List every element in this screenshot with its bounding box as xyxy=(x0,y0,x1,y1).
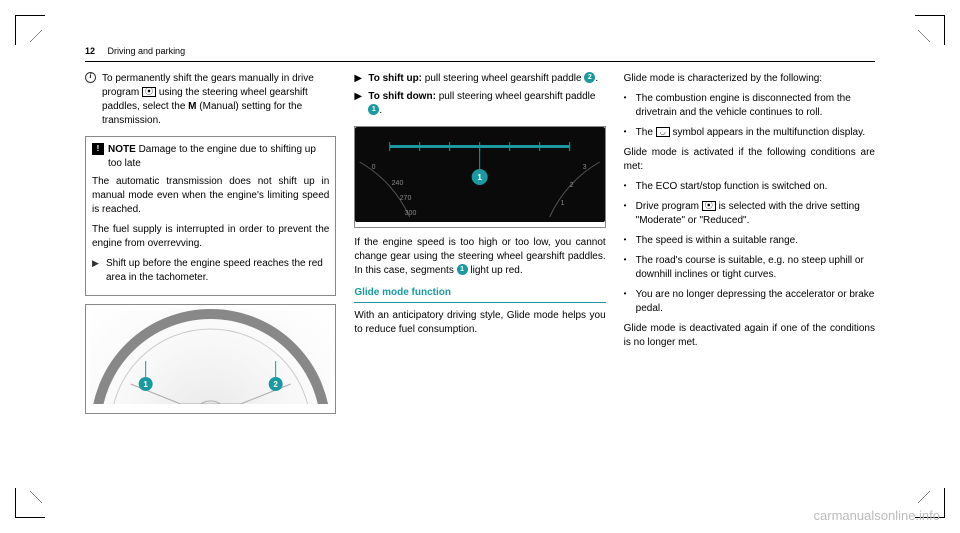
svg-text:1: 1 xyxy=(143,380,148,389)
bullet-icon: • xyxy=(624,234,628,248)
note-header: ! NOTE Damage to the engine due to shift… xyxy=(92,143,329,171)
section-title: Driving and parking xyxy=(108,46,186,56)
corner-diag-bl xyxy=(30,491,42,503)
drive-program-icon: ⦿ xyxy=(702,201,716,211)
dashboard-svg: 0 240 270 300 3 2 1 1 xyxy=(355,127,604,222)
bullet-icon: • xyxy=(624,200,628,228)
cond-2: • Drive program ⦿ is selected with the d… xyxy=(624,200,875,228)
glide-intro: With an anticipatory driving style, Glid… xyxy=(354,309,605,337)
glide-symbol-icon: ◡ xyxy=(656,127,670,137)
bullet-icon: • xyxy=(624,126,628,140)
corner-diag-br xyxy=(918,491,930,503)
warning-icon: ! xyxy=(92,143,104,155)
note-action-text: Shift up before the engine speed reaches… xyxy=(106,257,329,285)
steering-wheel-svg: 1 2 xyxy=(90,309,331,404)
cond-4-text: The road's course is suitable, e.g. no s… xyxy=(636,254,875,282)
bullet-icon: • xyxy=(624,180,628,194)
shift-up-text: To shift up: pull steering wheel gearshi… xyxy=(368,72,598,86)
svg-text:1: 1 xyxy=(478,173,483,182)
cond-1: • The ECO start/stop function is switche… xyxy=(624,180,875,194)
callout-2-icon: 2 xyxy=(584,72,595,83)
cond-3: • The speed is within a suitable range. xyxy=(624,234,875,248)
drive-program-icon: ⦿ xyxy=(142,87,156,97)
bullet-1-text: The combustion engine is disconnected fr… xyxy=(636,92,875,120)
svg-text:300: 300 xyxy=(405,210,417,217)
glide-deact: Glide mode is deactivated again if one o… xyxy=(624,322,875,350)
svg-text:2: 2 xyxy=(570,182,574,189)
bullet-2-text: The ◡ symbol appears in the multifunctio… xyxy=(636,126,866,140)
column-1: i To permanently shift the gears manuall… xyxy=(85,72,336,422)
info-text: To permanently shift the gears manually … xyxy=(102,72,336,128)
action-arrow-icon: ▶ xyxy=(354,90,362,118)
svg-text:1: 1 xyxy=(561,200,565,207)
shift-down-row: ▶ To shift down: pull steering wheel gea… xyxy=(354,90,605,118)
callout-1-icon: 1 xyxy=(457,264,468,275)
glide-mode-heading: Glide mode function xyxy=(354,286,605,303)
note-label: NOTE xyxy=(108,144,136,155)
shift-down-text: To shift down: pull steering wheel gears… xyxy=(368,90,605,118)
svg-text:0: 0 xyxy=(372,164,376,171)
bullet-2: • The ◡ symbol appears in the multifunct… xyxy=(624,126,875,140)
page-number: 12 xyxy=(85,45,95,58)
cond-3-text: The speed is within a suitable range. xyxy=(636,234,798,248)
glide-cond: Glide mode is activated if the following… xyxy=(624,146,875,174)
cond-4: • The road's course is suitable, e.g. no… xyxy=(624,254,875,282)
content-columns: i To permanently shift the gears manuall… xyxy=(85,72,875,422)
note-para-1: The automatic transmission does not shif… xyxy=(92,175,329,217)
page-header: 12 Driving and parking xyxy=(85,45,875,62)
glide-char: Glide mode is characterized by the follo… xyxy=(624,72,875,86)
svg-text:240: 240 xyxy=(392,180,404,187)
info-icon: i xyxy=(85,72,96,83)
engine-speed-para: If the engine speed is too high or too l… xyxy=(354,236,605,278)
note-text: Damage to the engine due to shifting up … xyxy=(108,144,316,169)
corner-diag-tr xyxy=(918,30,930,42)
bullet-1: • The combustion engine is disconnected … xyxy=(624,92,875,120)
bullet-icon: • xyxy=(624,254,628,282)
note-title-row: NOTE Damage to the engine due to shiftin… xyxy=(108,143,329,171)
shift-up-row: ▶ To shift up: pull steering wheel gears… xyxy=(354,72,605,86)
dashboard-figure: 0 240 270 300 3 2 1 1 xyxy=(354,126,605,228)
svg-text:270: 270 xyxy=(400,195,412,202)
note-para-2: The fuel supply is interrupted in order … xyxy=(92,223,329,251)
callout-1-icon: 1 xyxy=(368,104,379,115)
cond-1-text: The ECO start/stop function is switched … xyxy=(636,180,828,194)
watermark: carmanualsonline.info xyxy=(814,507,940,525)
bullet-icon: • xyxy=(624,92,628,120)
bullet-icon: • xyxy=(624,288,628,316)
action-arrow-icon: ▶ xyxy=(92,257,100,285)
column-2: ▶ To shift up: pull steering wheel gears… xyxy=(354,72,605,422)
steering-wheel-figure: 1 2 xyxy=(85,304,336,414)
svg-text:3: 3 xyxy=(583,164,587,171)
info-note: i To permanently shift the gears manuall… xyxy=(85,72,336,128)
page-content: 12 Driving and parking i To permanently … xyxy=(85,45,875,488)
svg-text:2: 2 xyxy=(273,380,278,389)
note-action: ▶ Shift up before the engine speed reach… xyxy=(92,257,329,285)
action-arrow-icon: ▶ xyxy=(354,72,362,86)
cond-5: • You are no longer depressing the accel… xyxy=(624,288,875,316)
corner-diag-tl xyxy=(30,30,42,42)
note-box: ! NOTE Damage to the engine due to shift… xyxy=(85,136,336,296)
cond-5-text: You are no longer depressing the acceler… xyxy=(636,288,875,316)
column-3: Glide mode is characterized by the follo… xyxy=(624,72,875,422)
cond-2-text: Drive program ⦿ is selected with the dri… xyxy=(636,200,875,228)
